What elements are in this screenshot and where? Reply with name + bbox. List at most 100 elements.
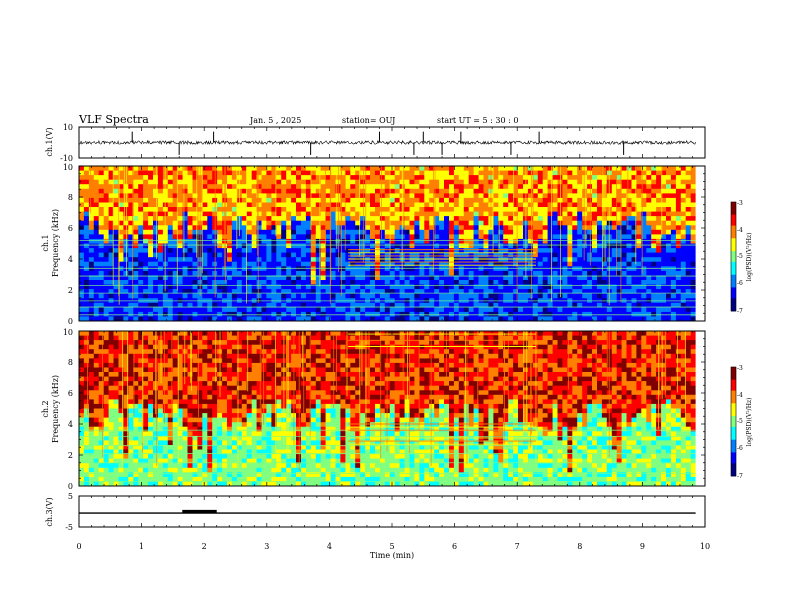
spectrogram-cell [562,284,568,290]
spectrogram-cell [192,252,198,258]
spectrogram-cell [148,261,154,267]
spectrogram-cell [133,270,139,276]
spectrogram-cell [360,248,366,254]
spectrogram-cell [439,202,445,208]
spectrogram-cell [379,243,386,249]
spectrogram-cell [281,316,287,322]
spectrogram-cell [103,307,109,313]
spectrogram-cell [582,216,588,222]
spectrogram-cell [177,316,183,322]
spectrogram-cell [404,257,410,263]
spectrogram-cell [310,238,317,244]
spectrogram-cell [256,220,262,226]
spectrogram-cell [611,238,618,244]
spectrogram-cell [153,175,159,181]
spectrogram-cell [493,270,499,276]
ch1-ytick-4: 4 [68,255,73,264]
spectrogram-cell [157,229,164,235]
spectrogram-cell [182,207,188,212]
spectrogram-cell [651,280,657,285]
spectrogram-cell [365,220,371,226]
spectrogram-cell [246,293,252,299]
spectrogram-cell [562,170,568,176]
spectrogram-cell [172,266,178,272]
spectrogram-cell [187,261,193,267]
spectrogram-cell [162,266,169,272]
spectrogram-cell [557,266,563,272]
spectrogram-cell [636,202,642,208]
spectrogram-cell [404,252,410,258]
spectrogram-cell [419,220,425,226]
spectrogram-cell [113,417,119,423]
spectrogram-cell [419,238,425,244]
spectrogram-cell [680,302,687,308]
spectrogram-cell [138,211,144,217]
spectrogram-cell [355,248,361,254]
spectrogram-cell [444,229,450,235]
spectrogram-cell [83,413,90,419]
spectrogram-cell [370,284,376,290]
spectrogram-cell [582,307,588,313]
spectrogram-cell [562,302,568,308]
spectrogram-cell [370,261,376,267]
spectrogram-cell [266,252,272,258]
spectrogram-cell [434,197,440,203]
spectrogram-cell [177,280,183,285]
spectrogram-cell [177,257,183,263]
spectrogram-cell [177,211,183,217]
spectrogram-cell [271,216,277,222]
spectrogram-cell [360,220,366,226]
spectrogram-cell [350,284,356,290]
spectrogram-cell [113,445,119,450]
spectrogram-cell [217,275,223,281]
spectrogram-cell [128,289,134,295]
spectrogram-cell [434,257,440,263]
spectrogram-cell [498,280,504,285]
spectrogram-cell [192,225,198,231]
colorbar-swatch [731,207,736,210]
spectrogram-cell [498,234,504,240]
spectrogram-cell [587,202,593,208]
spectrogram-cell [458,207,465,212]
spectrogram-cell [162,302,169,308]
spectrogram-cell [616,234,622,240]
spectrogram-cell [592,261,598,267]
spectrogram-cell [375,211,381,217]
spectrogram-cell [182,293,188,299]
spectrogram-cell [350,248,356,254]
spectrogram-cell [685,302,691,308]
colorbar-swatch [731,249,736,252]
spectrogram-cell [434,293,440,299]
spectrogram-cell [670,238,677,244]
spectrogram-cell [434,248,440,254]
spectrogram-cell [291,234,297,240]
spectrogram-cell [315,307,322,313]
spectrogram-cell [93,476,100,482]
spectrogram-cell [513,211,519,217]
colorbar-swatch [731,247,736,250]
spectrogram-cell [276,289,282,295]
spectrogram-cell [582,243,588,249]
spectrogram-cell [340,238,346,244]
spectrogram-cell [291,166,297,171]
spectrogram-cell [207,184,213,190]
spectrogram-cell [661,270,667,276]
spectrogram-cell [291,193,297,199]
colorbar-swatch [731,225,736,228]
spectrogram-cell [103,413,109,419]
spectrogram-cell [537,284,544,290]
spectrogram-cell [666,302,672,308]
spectrogram-cell [636,252,642,258]
spectrogram-cell [675,166,682,171]
spectrogram-cell [444,270,450,276]
spectrogram-cell [296,261,302,267]
spectrogram-cell [236,261,243,267]
spectrogram-cell [138,307,144,313]
spectrogram-cell [656,211,662,217]
spectrogram-cell [680,266,687,272]
spectrogram-cell [350,207,356,212]
spectrogram-cell [636,316,642,322]
spectrogram-cell [138,225,144,231]
spectrogram-cell [138,166,144,171]
spectrogram-cell [355,193,361,199]
